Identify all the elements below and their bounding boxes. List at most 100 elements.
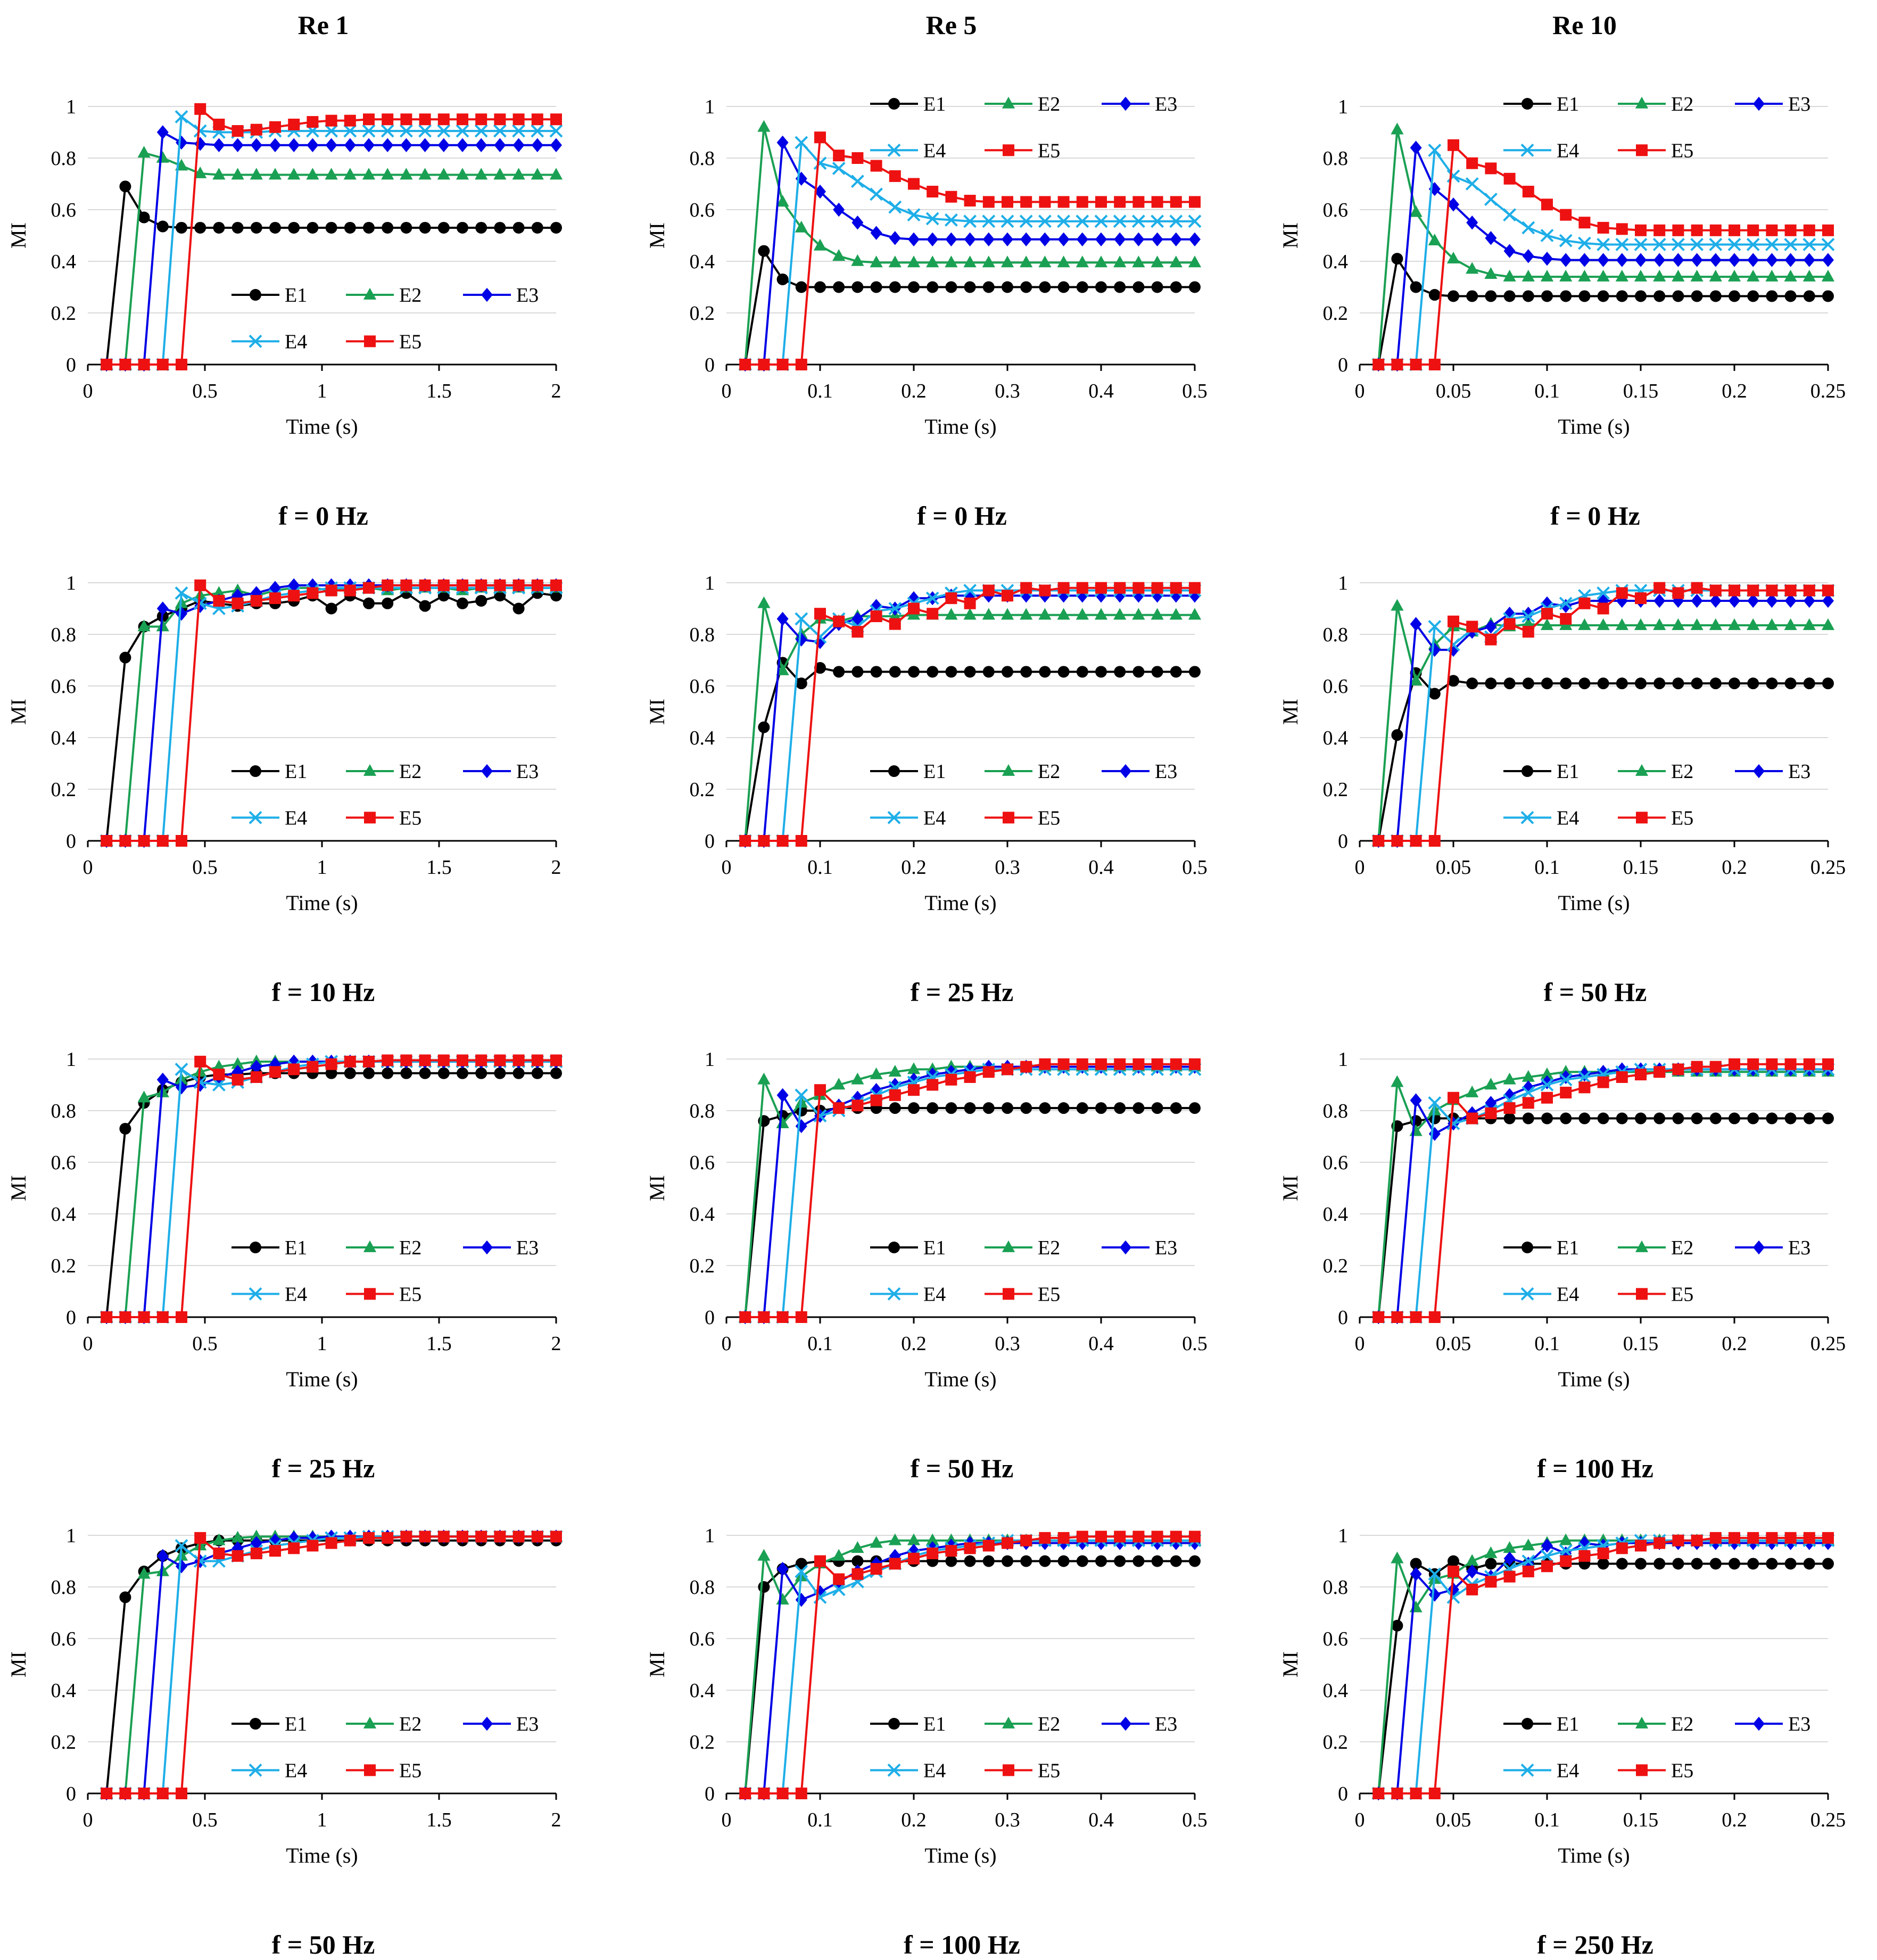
legend: E1 E2 E3 E4 E5 (1503, 93, 1810, 162)
legend-marker (1003, 812, 1014, 824)
data-point (1540, 269, 1554, 282)
data-point (1503, 1112, 1516, 1124)
x-tick-label: 1.5 (426, 380, 452, 402)
data-point (1634, 269, 1648, 282)
data-point (1503, 677, 1516, 690)
data-point (1448, 1091, 1459, 1104)
legend-marker (888, 765, 900, 778)
data-point (982, 1102, 995, 1114)
data-point (1616, 1112, 1628, 1124)
data-point (1671, 238, 1685, 251)
x-tick-label: 0.25 (1810, 1333, 1846, 1355)
data-point (1076, 255, 1089, 268)
data-point (739, 359, 751, 370)
data-point (456, 168, 469, 180)
legend-marker (1003, 144, 1014, 156)
data-point (1691, 582, 1703, 594)
legend-marker (364, 1764, 376, 1776)
y-tick-label: 0.6 (690, 675, 715, 698)
data-point (231, 597, 244, 609)
data-point (419, 1067, 431, 1079)
data-point (1151, 1531, 1163, 1543)
x-axis-label: Time (s) (924, 1843, 996, 1867)
data-point (1485, 1107, 1497, 1119)
data-point (550, 579, 562, 591)
data-point (1057, 281, 1070, 293)
data-point (1729, 1058, 1740, 1070)
data-point (758, 359, 770, 370)
series-e1 (1372, 1112, 1834, 1323)
legend-marker (887, 143, 901, 157)
data-point (494, 590, 506, 602)
data-point (1170, 196, 1182, 208)
data-point (927, 1079, 939, 1091)
data-point (927, 666, 939, 678)
data-point (231, 1073, 244, 1086)
legend-label: E3 (1788, 93, 1810, 115)
data-point (1709, 224, 1722, 236)
data-point (288, 590, 300, 602)
data-point (1466, 216, 1478, 230)
data-point (194, 103, 206, 115)
data-point (870, 226, 882, 240)
data-point (137, 146, 151, 158)
data-point (1114, 666, 1126, 678)
data-point (1634, 618, 1648, 630)
data-point (1057, 255, 1070, 268)
data-point (927, 186, 939, 198)
data-point (363, 597, 375, 609)
data-point (945, 1545, 957, 1557)
data-point (1597, 290, 1609, 302)
data-point (1672, 1534, 1684, 1547)
data-point (814, 608, 826, 620)
data-point (138, 1788, 150, 1799)
data-point (1541, 1112, 1553, 1124)
data-point (1747, 1058, 1759, 1070)
legend-label: E1 (285, 1237, 307, 1259)
y-axis-label: MI (645, 1651, 669, 1677)
legend-label: E2 (1671, 760, 1693, 783)
data-point (1522, 269, 1535, 282)
legend: E1 E2 E3 E4 E5 (231, 284, 539, 353)
y-tick-label: 0.6 (1323, 199, 1349, 221)
data-point (870, 255, 883, 268)
data-point (1540, 1549, 1554, 1563)
data-point (493, 168, 507, 180)
data-point (156, 1564, 169, 1576)
data-point (475, 1054, 487, 1066)
data-point (1503, 244, 1516, 258)
chart-svg: 0 0.2 0.4 0.6 0.8 1 0 0.05 0.1 0.15 0.2 0.25 Time (s… (1278, 1525, 1846, 1867)
legend-marker (481, 287, 493, 302)
data-point (400, 579, 412, 591)
y-tick-label: 0.4 (690, 1680, 715, 1702)
series-line-e5 (106, 584, 556, 842)
y-tick-label: 0.4 (1323, 1680, 1349, 1702)
legend: E1 E2 E3 E4 E5 (870, 1237, 1177, 1305)
data-point (1822, 224, 1834, 236)
data-point (1652, 238, 1666, 251)
data-point (1784, 269, 1797, 282)
legend-label: E5 (1671, 1283, 1693, 1305)
data-point (363, 1532, 375, 1544)
legend-label: E5 (399, 330, 421, 353)
x-axis-label: Time (s) (1558, 891, 1630, 915)
x-tick-label: 0.3 (995, 380, 1020, 402)
data-point (1002, 1555, 1013, 1567)
data-point (119, 1788, 131, 1799)
data-point (739, 835, 751, 847)
data-point (964, 1542, 976, 1554)
chart-panel: 0 0.2 0.4 0.6 0.8 1 0 0.5 1 1.5 2 Time (s) MI E1 E2 E3 E… (0, 1466, 625, 1892)
y-tick-label: 0.2 (1323, 779, 1349, 801)
data-point (437, 590, 450, 602)
series-e4 (738, 584, 1202, 848)
data-point (1784, 584, 1797, 597)
legend-label: E1 (285, 1713, 307, 1735)
series-e2 (100, 581, 563, 846)
data-point (851, 1072, 864, 1085)
data-point (964, 597, 976, 609)
data-point (1189, 232, 1201, 246)
data-point (1709, 1112, 1722, 1124)
x-tick-label: 0 (1355, 380, 1365, 402)
legend-label: E2 (1038, 1237, 1060, 1259)
